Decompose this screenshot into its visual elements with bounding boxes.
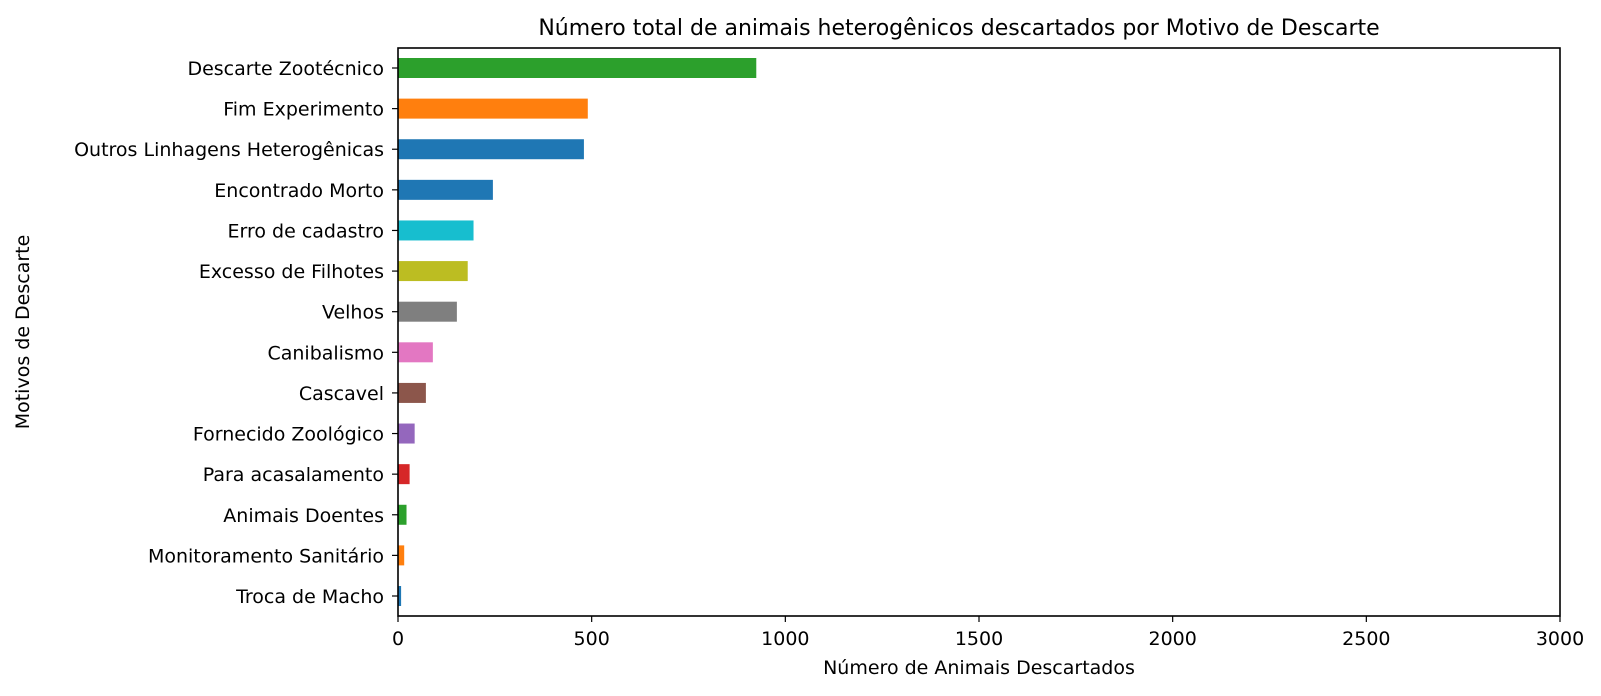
bar [398,586,402,606]
y-tick-label: Troca de Macho [235,586,384,608]
bar [398,261,468,282]
x-tick-labels: 0 500 1000 1500 2000 2500 3000 [392,616,1584,650]
y-tick-label: Erro de cadastro [228,220,385,242]
y-tick-label: Monitoramento Sanitário [148,545,384,567]
y-tick-labels: Descarte Zootécnico Fim Experimento Outros… [74,58,398,608]
bar [398,504,407,525]
bar [398,301,457,322]
bar [398,179,493,200]
y-tick-label: Encontrado Morto [214,180,384,202]
y-tick-label: Fim Experimento [223,99,384,121]
bar [398,464,410,485]
bar [398,139,584,160]
bar [398,382,426,403]
x-tick-label: 1500 [955,628,1003,650]
bar [398,423,415,444]
bar [398,545,405,566]
y-tick-label: Descarte Zootécnico [187,58,384,80]
x-tick-label: 500 [574,628,610,650]
bar [398,98,588,119]
x-tick-label: 1000 [761,628,809,650]
x-axis-label: Número de Animais Descartados [823,657,1135,679]
chart-title: Número total de animais heterogênicos de… [538,16,1379,41]
y-tick-label: Animais Doentes [223,505,384,527]
x-tick-label: 2000 [1148,628,1196,650]
y-tick-label: Velhos [322,302,384,324]
bars-layer [398,58,757,606]
bar [398,342,433,363]
y-tick-label: Excesso de Filhotes [199,261,384,283]
y-axis-label: Motivos de Descarte [12,235,34,430]
plot-frame [397,47,1561,617]
x-tick-label: 2500 [1342,628,1390,650]
y-tick-label: Fornecido Zoológico [193,424,384,446]
x-tick-label: 3000 [1536,628,1584,650]
bar [398,220,474,241]
y-tick-label: Cascavel [299,383,384,405]
x-tick-label: 0 [392,628,404,650]
y-tick-label: Canibalismo [267,342,384,364]
y-tick-label: Outros Linhagens Heterogênicas [74,139,384,161]
y-tick-label: Para acasalamento [203,464,384,486]
bar [398,58,757,78]
